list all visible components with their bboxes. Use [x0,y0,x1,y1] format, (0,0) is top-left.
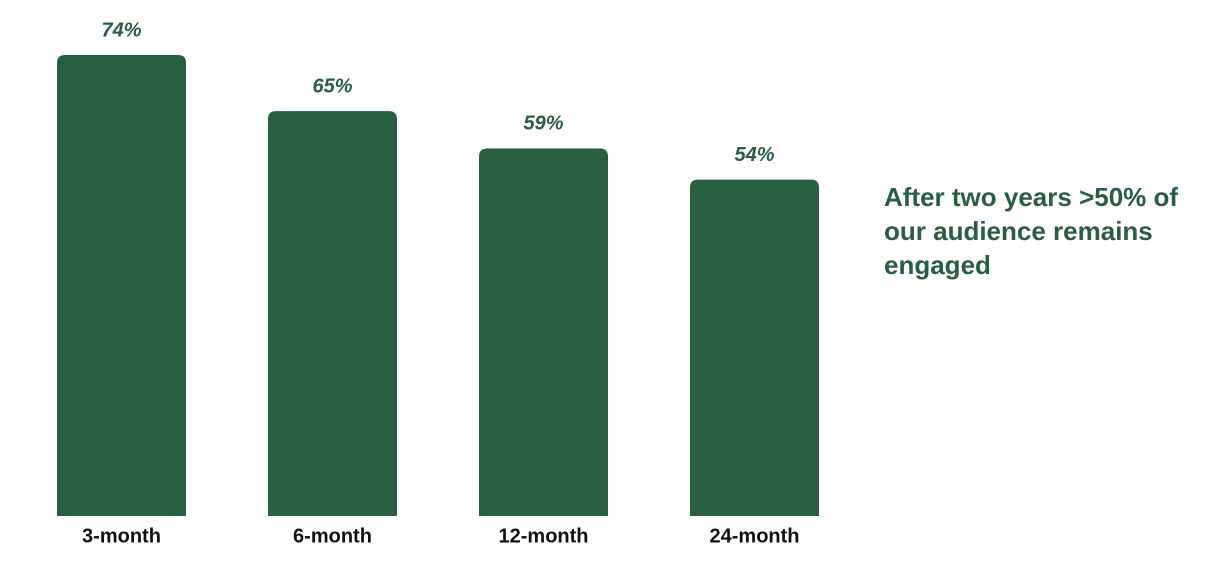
x-tick-label: 24-month [710,525,800,547]
annotation: After two years >50% of our audience rem… [884,182,1179,280]
value-label: 74% [101,19,141,41]
bar [57,55,186,516]
value-label: 59% [523,113,563,135]
x-tick-label: 12-month [499,525,589,547]
bar [268,111,397,516]
bar [479,148,608,516]
bar [690,179,819,516]
value-label: 65% [312,75,352,97]
value-label: 54% [734,144,774,166]
x-tick-label: 6-month [293,525,372,547]
x-tick-label: 3-month [82,525,161,547]
